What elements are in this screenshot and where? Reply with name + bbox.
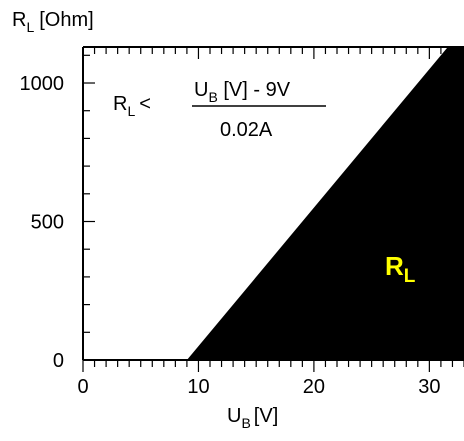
x-axis-title: UB [V]	[227, 405, 278, 431]
formula-lhs: RL <	[113, 93, 151, 119]
region-label: RL	[385, 251, 416, 287]
y-tick-label: 500	[31, 212, 64, 234]
x-tick-label: 10	[187, 376, 209, 398]
area-region	[186, 47, 464, 360]
tick-labels: 0 10 20 30 0 500 1000	[20, 73, 441, 398]
y-tick-label: 1000	[20, 73, 65, 95]
formula-annotation: RL < UB [V] - 9V 0.02A	[113, 79, 326, 141]
y-axis-title: RL [Ohm]	[12, 9, 94, 35]
axes-frame	[82, 46, 464, 361]
x-tick-label: 20	[303, 376, 325, 398]
formula-denominator: 0.02A	[220, 119, 273, 141]
formula-numerator: UB [V] - 9V	[194, 79, 291, 105]
y-tick-label: 0	[53, 350, 64, 372]
x-tick-label: 0	[77, 376, 88, 398]
x-tick-label: 30	[418, 376, 440, 398]
tick-marks	[82, 47, 464, 372]
